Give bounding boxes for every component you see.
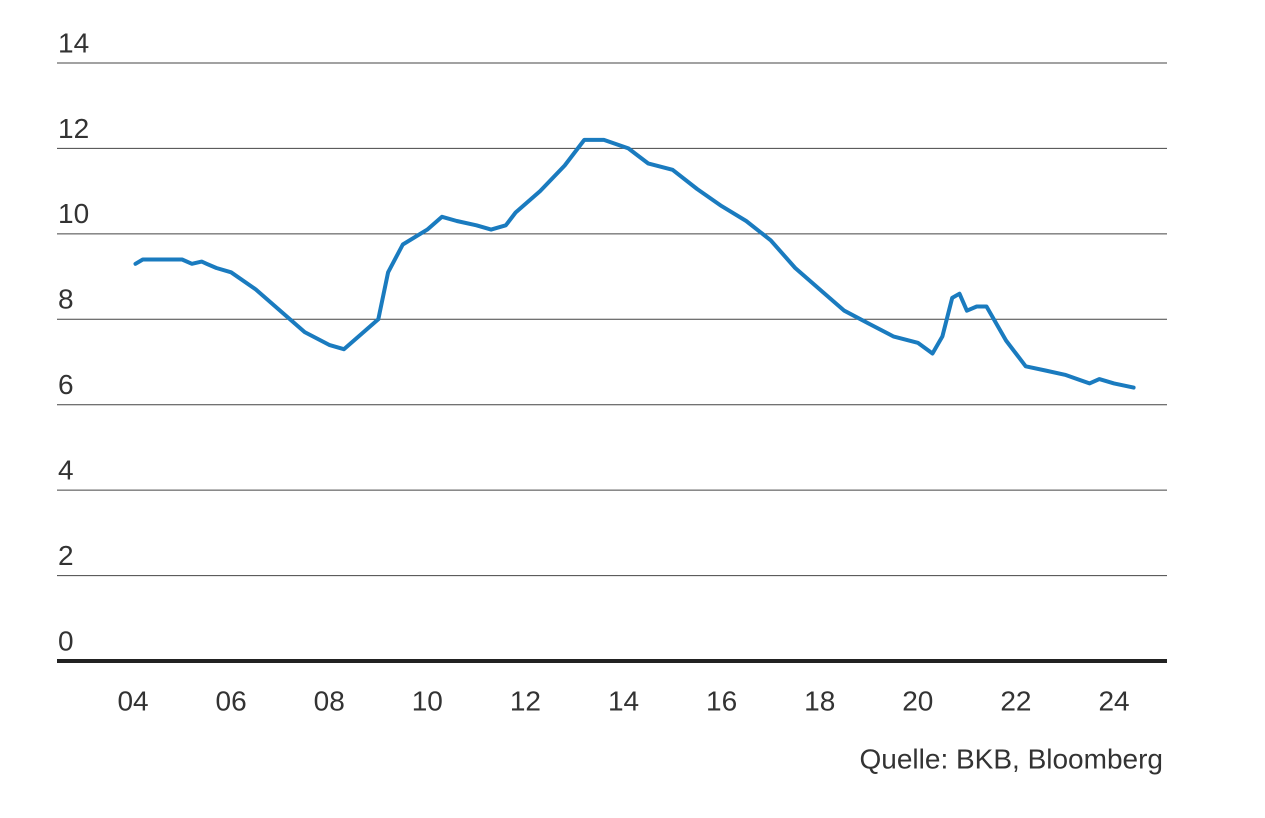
x-tick-label: 18 — [804, 685, 835, 716]
x-tick-label: 08 — [314, 685, 345, 716]
x-tick-label: 24 — [1098, 685, 1129, 716]
x-tick-label: 22 — [1000, 685, 1031, 716]
y-tick-label: 14 — [58, 27, 89, 58]
x-tick-label: 14 — [608, 685, 639, 716]
x-tick-label: 04 — [117, 685, 148, 716]
y-tick-label: 2 — [58, 540, 74, 571]
y-tick-label: 6 — [58, 369, 74, 400]
x-tick-label: 12 — [510, 685, 541, 716]
source-note: Quelle: BKB, Bloomberg — [860, 743, 1164, 774]
y-tick-label: 4 — [58, 455, 74, 486]
x-tick-label: 20 — [902, 685, 933, 716]
data-line — [133, 137, 1136, 390]
x-tick-label: 10 — [412, 685, 443, 716]
y-tick-label: 10 — [58, 198, 89, 229]
x-tick-label: 16 — [706, 685, 737, 716]
y-tick-label: 0 — [58, 625, 74, 656]
x-tick-label: 06 — [216, 685, 247, 716]
y-tick-label: 12 — [58, 113, 89, 144]
y-tick-label: 8 — [58, 284, 74, 315]
